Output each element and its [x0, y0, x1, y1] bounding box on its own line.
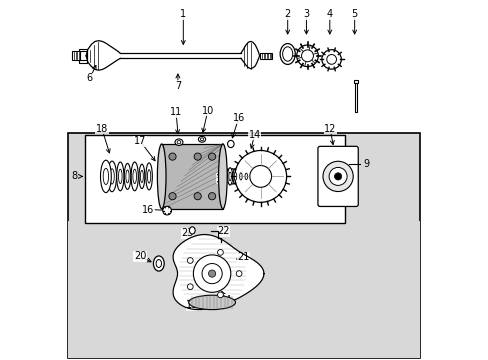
- Text: 23: 23: [181, 228, 193, 238]
- Circle shape: [301, 50, 313, 62]
- Ellipse shape: [177, 140, 181, 144]
- Bar: [354, 83, 356, 112]
- Bar: [68, 221, 419, 358]
- Circle shape: [208, 193, 215, 200]
- Bar: [79, 51, 87, 60]
- Bar: [64, 0, 424, 133]
- Text: 6: 6: [86, 73, 93, 84]
- Ellipse shape: [200, 138, 203, 141]
- Circle shape: [334, 173, 341, 180]
- Text: 24: 24: [219, 294, 231, 305]
- Text: 19: 19: [186, 300, 198, 310]
- Text: 2: 2: [284, 9, 290, 19]
- Ellipse shape: [147, 170, 150, 183]
- Bar: [259, 53, 272, 59]
- Circle shape: [321, 50, 341, 69]
- Text: 13: 13: [324, 199, 336, 210]
- Text: 17: 17: [134, 136, 146, 146]
- Ellipse shape: [282, 47, 292, 61]
- Text: 15: 15: [216, 174, 228, 184]
- Ellipse shape: [157, 144, 166, 209]
- Ellipse shape: [107, 161, 116, 192]
- Text: 20: 20: [134, 251, 146, 261]
- Circle shape: [193, 255, 230, 292]
- Ellipse shape: [228, 172, 231, 181]
- Circle shape: [217, 249, 223, 255]
- Circle shape: [168, 153, 176, 160]
- Ellipse shape: [145, 163, 152, 190]
- Ellipse shape: [189, 227, 195, 234]
- Ellipse shape: [117, 162, 123, 191]
- Ellipse shape: [238, 169, 243, 184]
- Ellipse shape: [153, 256, 164, 271]
- Ellipse shape: [103, 168, 108, 184]
- Circle shape: [296, 45, 318, 67]
- Ellipse shape: [198, 136, 205, 142]
- Polygon shape: [86, 41, 120, 70]
- Polygon shape: [241, 41, 259, 69]
- Circle shape: [194, 153, 201, 160]
- Ellipse shape: [131, 162, 138, 191]
- Text: 14: 14: [248, 130, 260, 140]
- FancyBboxPatch shape: [317, 146, 358, 207]
- Ellipse shape: [218, 144, 227, 209]
- Ellipse shape: [156, 260, 161, 267]
- Ellipse shape: [244, 173, 247, 180]
- Circle shape: [234, 150, 286, 202]
- Circle shape: [249, 166, 271, 187]
- Ellipse shape: [133, 169, 136, 184]
- Ellipse shape: [232, 168, 238, 184]
- Text: 10: 10: [201, 106, 213, 116]
- Ellipse shape: [188, 295, 235, 310]
- Text: 21: 21: [237, 252, 249, 262]
- Text: 18: 18: [96, 124, 108, 134]
- Ellipse shape: [227, 168, 232, 185]
- Ellipse shape: [124, 163, 130, 189]
- Text: 1: 1: [180, 9, 186, 19]
- Text: 7: 7: [174, 81, 181, 91]
- Bar: [162, 144, 223, 209]
- Text: 4: 4: [326, 9, 332, 19]
- Circle shape: [194, 193, 201, 200]
- Circle shape: [236, 271, 242, 276]
- Bar: [85, 135, 344, 223]
- Ellipse shape: [118, 169, 122, 184]
- Text: 3: 3: [303, 9, 309, 19]
- Bar: [72, 51, 80, 60]
- Circle shape: [163, 206, 171, 215]
- Ellipse shape: [109, 169, 114, 184]
- Text: 12: 12: [324, 124, 336, 134]
- Text: 8: 8: [71, 171, 78, 181]
- Bar: [79, 49, 87, 63]
- Ellipse shape: [125, 170, 129, 183]
- Circle shape: [326, 55, 336, 64]
- Text: 5: 5: [351, 9, 357, 19]
- Circle shape: [208, 270, 215, 277]
- Ellipse shape: [280, 44, 295, 64]
- Text: 16: 16: [232, 113, 244, 123]
- Polygon shape: [173, 234, 264, 310]
- Circle shape: [168, 193, 176, 200]
- Circle shape: [187, 284, 193, 289]
- Ellipse shape: [175, 139, 183, 145]
- Circle shape: [217, 292, 223, 298]
- Text: 11: 11: [170, 107, 182, 117]
- Text: 16: 16: [142, 204, 154, 215]
- Ellipse shape: [227, 140, 234, 148]
- Text: 9: 9: [363, 159, 368, 169]
- Ellipse shape: [244, 170, 248, 183]
- Circle shape: [322, 161, 352, 192]
- Circle shape: [208, 153, 215, 160]
- Circle shape: [202, 264, 222, 284]
- Ellipse shape: [139, 164, 144, 189]
- Ellipse shape: [140, 170, 143, 183]
- Bar: [68, 133, 419, 358]
- Bar: [354, 80, 357, 83]
- Ellipse shape: [239, 173, 242, 180]
- Text: 22: 22: [217, 226, 229, 236]
- Ellipse shape: [101, 160, 111, 193]
- Ellipse shape: [234, 172, 236, 180]
- Circle shape: [187, 258, 193, 264]
- Circle shape: [328, 167, 346, 185]
